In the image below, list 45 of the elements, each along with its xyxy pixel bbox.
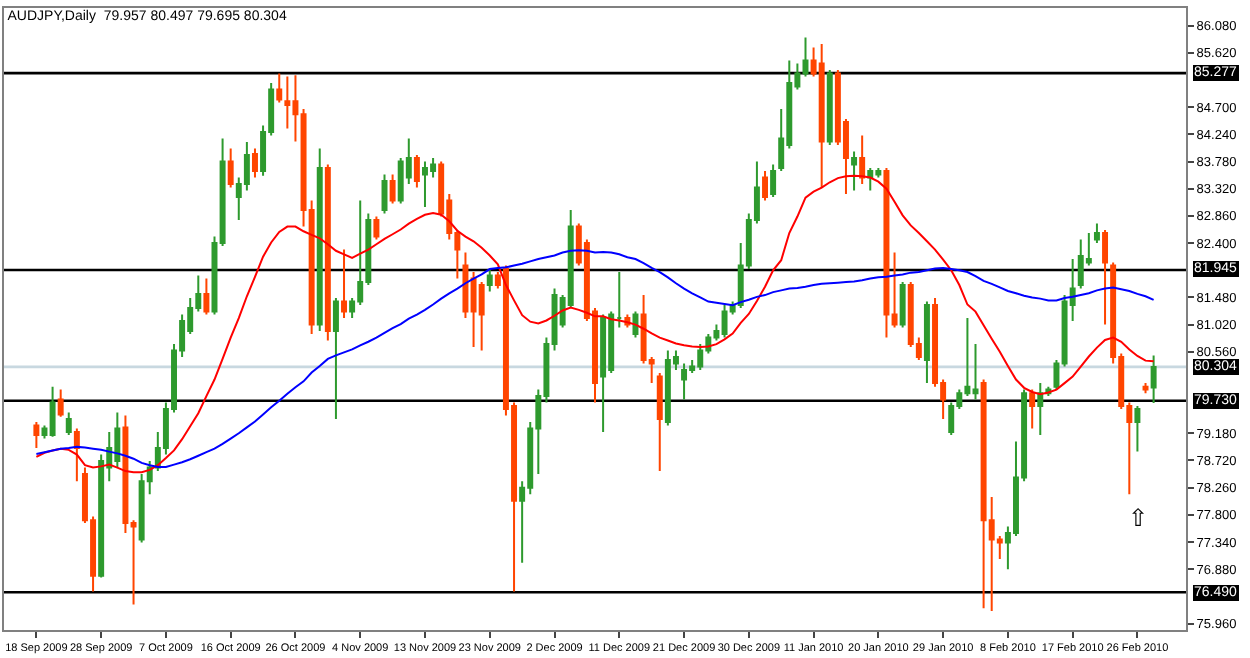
candlestick bbox=[227, 147, 234, 189]
candlestick bbox=[818, 43, 825, 189]
candlestick bbox=[373, 215, 380, 241]
candlestick bbox=[413, 154, 420, 189]
candlestick bbox=[899, 281, 906, 329]
candlestick bbox=[1150, 354, 1157, 404]
candlestick bbox=[316, 147, 323, 333]
candlestick bbox=[826, 69, 833, 147]
candlestick bbox=[980, 378, 987, 610]
candlestick bbox=[770, 163, 777, 199]
candlestick bbox=[656, 372, 663, 473]
line-series bbox=[35, 249, 1155, 468]
candlestick bbox=[33, 421, 40, 450]
candlestick bbox=[422, 160, 428, 209]
candlestick bbox=[681, 362, 688, 401]
annotation: ⇧ bbox=[1128, 504, 1148, 532]
candlestick bbox=[486, 268, 493, 293]
candlestick bbox=[389, 173, 396, 205]
candlestick bbox=[664, 349, 671, 427]
candlestick bbox=[57, 388, 64, 418]
candlestick bbox=[859, 134, 866, 186]
candlestick bbox=[49, 385, 56, 438]
candlestick bbox=[867, 167, 874, 192]
candlestick bbox=[341, 248, 348, 320]
candlestick bbox=[332, 297, 339, 421]
candlestick bbox=[1134, 405, 1141, 453]
candlestick bbox=[203, 277, 210, 316]
candlestick bbox=[721, 304, 728, 339]
candlestick bbox=[73, 427, 80, 483]
candlestick bbox=[762, 170, 768, 202]
candlestick bbox=[923, 300, 930, 385]
candlestick bbox=[1102, 229, 1109, 326]
candlestick bbox=[1077, 238, 1084, 290]
candlestick bbox=[65, 411, 72, 437]
candlestick bbox=[600, 313, 607, 434]
candlestick bbox=[1037, 382, 1044, 437]
candlestick bbox=[1142, 382, 1149, 395]
candlestick bbox=[324, 163, 331, 342]
candlestick bbox=[851, 150, 858, 192]
line-series bbox=[35, 174, 1155, 474]
candlestick bbox=[381, 173, 388, 215]
candlestick bbox=[1029, 388, 1036, 430]
candlestick bbox=[1093, 222, 1100, 245]
candlestick bbox=[251, 147, 258, 179]
candlestick bbox=[883, 167, 890, 339]
